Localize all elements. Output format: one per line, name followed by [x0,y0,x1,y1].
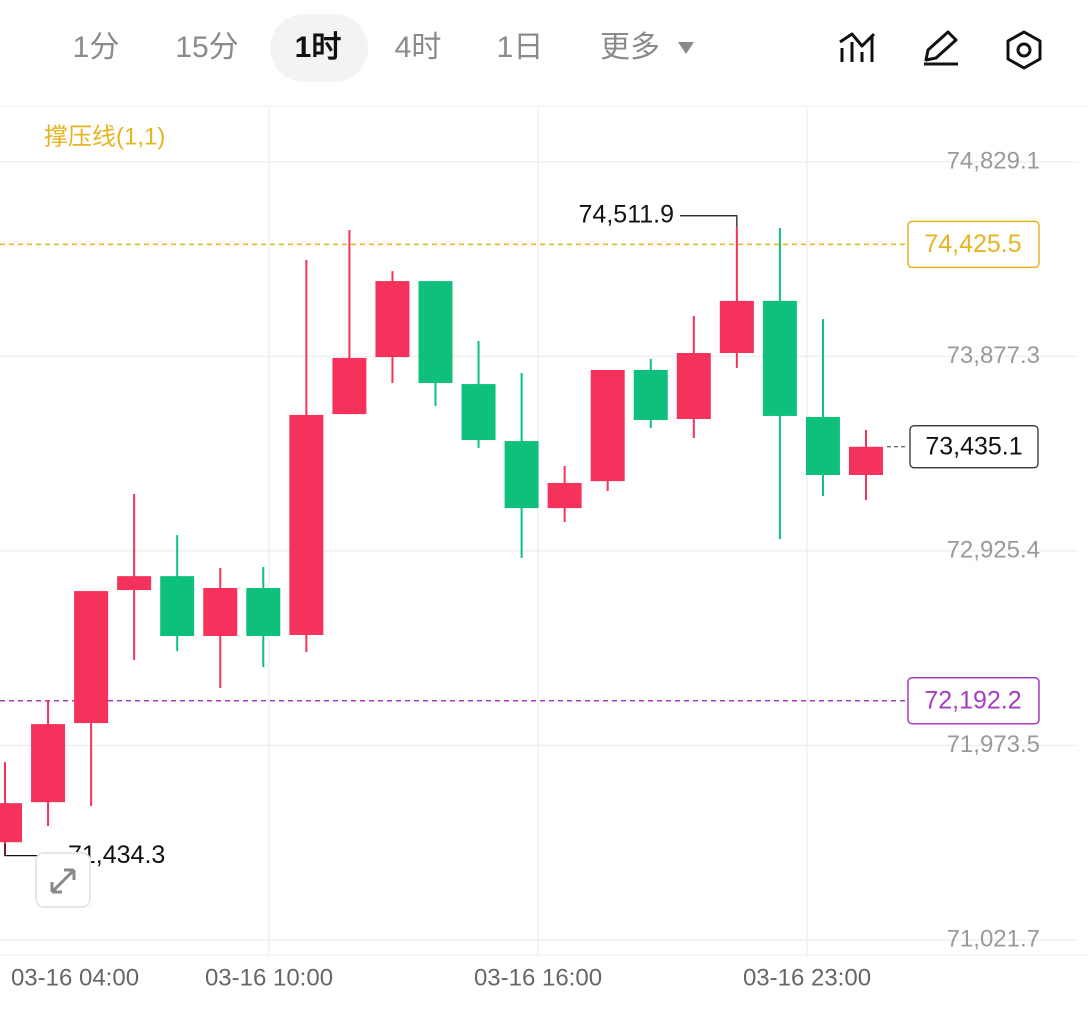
level-label: 72,192.2 [924,686,1021,714]
candle-body [418,281,453,384]
candle-body [762,300,797,416]
tab[interactable]: 1分 [73,31,120,64]
toolbar: 1分 15分 1时 4时 1日 更多 [73,14,694,82]
draw-icon[interactable] [924,30,958,66]
last-price-label: 73,435.1 [925,432,1022,460]
candle-body [246,588,281,637]
settings-icon[interactable] [1006,30,1042,70]
candle-body [590,369,625,482]
x-tick-label: 03-16 16:00 [474,964,602,991]
indicator-label: 撑压线(1,1) [44,123,165,150]
candle-body [849,446,883,475]
indicator-icon[interactable] [839,32,876,62]
candle-body [375,281,410,358]
candle-body [0,803,22,843]
level-box [907,220,1040,269]
candle-body [31,724,66,803]
settings-icon-center [1016,42,1032,58]
level-box [907,677,1040,725]
candle-body [203,588,238,637]
tab[interactable]: 15分 [175,31,238,64]
candle-body [332,357,367,415]
candle-body [547,482,582,509]
candle-body [805,416,840,475]
tab[interactable]: 1时 [295,31,342,64]
y-tick-label: 71,973.5 [947,731,1040,758]
x-tick-label: 03-16 23:00 [743,964,871,991]
tab[interactable]: 1日 [497,31,544,64]
candle-body [117,576,152,591]
y-tick-label: 72,925.4 [947,536,1040,563]
x-tick-label: 03-16 04:00 [11,964,139,991]
toolbar-icons [839,30,1042,70]
candle-body [289,414,324,635]
max-label: 74,511.9 [579,200,674,228]
candle-body [504,441,539,509]
max-leader [680,215,738,227]
level-label: 74,425.5 [924,230,1021,258]
active-tab-bg[interactable] [270,14,368,82]
expand-button[interactable] [35,852,91,908]
candle-body [719,300,754,354]
candle-body [74,591,109,724]
plot: 71,021.7 71,973.5 72,925.4 73,877.3 74,829.1… [0,108,1078,991]
tab[interactable]: 4时 [395,31,442,64]
dropdown-arrow[interactable] [678,42,694,54]
last-price-box [909,425,1039,469]
candle-body [676,353,711,420]
expand-icon [50,868,76,894]
y-tick-label: 74,829.1 [947,147,1040,174]
x-tick-label: 03-16 10:00 [205,964,333,991]
candle-body [633,369,668,421]
candle-body [160,576,195,637]
y-tick-label: 71,021.7 [947,925,1040,952]
tab[interactable]: 更多 [600,31,660,64]
y-tick-label: 73,877.3 [947,342,1040,369]
candle-body [461,384,496,441]
